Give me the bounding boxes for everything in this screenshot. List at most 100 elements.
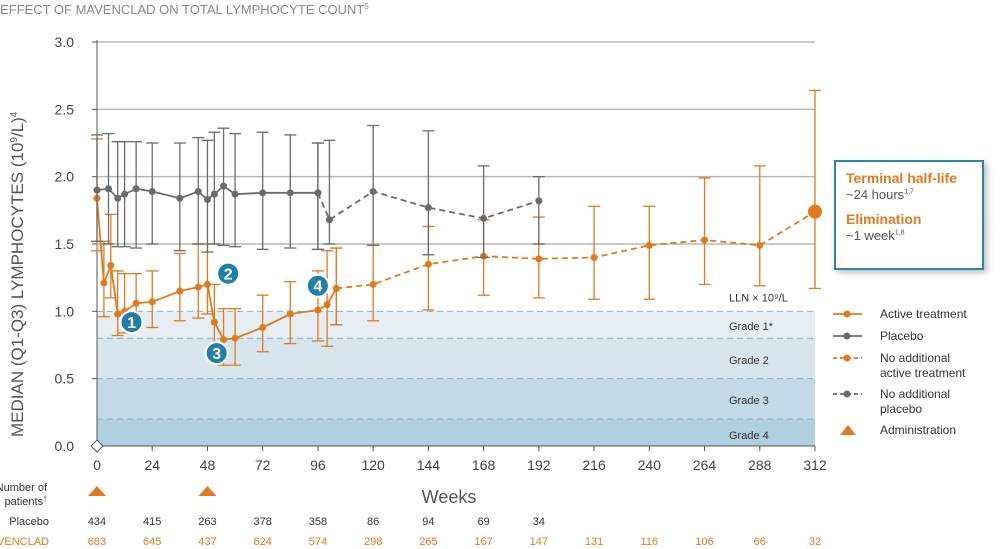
administration-triangle [88,486,106,496]
patients-count: 86 [367,516,379,528]
patients-count: 437 [198,536,216,548]
data-point [132,185,140,193]
data-point [121,190,129,198]
series-placebo [91,127,324,253]
patients-count: 265 [419,536,437,548]
data-point [314,306,322,314]
marker-badge-label: 1 [127,315,136,332]
series-line [336,210,816,290]
marker-badge-4 [305,273,330,298]
patients-count: 358 [309,516,327,528]
patients-count: 624 [254,536,272,548]
data-point [369,280,377,288]
administration-triangle [198,486,217,496]
data-point [114,310,122,318]
x-tick-label: 48 [200,457,216,473]
patients-count: 415 [143,516,161,528]
data-point [424,260,432,268]
y-tick-label: 3.0 [55,34,75,50]
grade-label: Grade 1* [729,321,774,333]
data-point [314,189,322,197]
pharmacokinetics-callout: Terminal half-life ~24 hours1,7 Eliminat… [834,160,984,270]
legend-swatch-dot [843,332,851,340]
legend-label: No additional [880,351,950,365]
x-tick-label: 0 [93,457,101,473]
series-no-additional-active-treatment [330,89,822,326]
x-tick-label: 288 [748,457,772,473]
data-point [210,190,218,198]
y-tick-label: 1.5 [55,236,75,252]
legend-label: Placebo [880,329,924,343]
data-point [132,299,140,307]
data-point [194,187,202,195]
marker-badge-label: 3 [212,346,221,363]
data-point [176,194,184,202]
data-point [93,186,101,194]
marker-badge-label: 4 [313,279,322,296]
y-tick-label: 0.0 [55,438,75,454]
grade-label: Grade 2 [729,355,769,367]
data-point [210,318,218,326]
patients-count: 574 [309,536,327,548]
x-tick-label: 168 [472,457,496,473]
x-tick-label: 24 [144,457,160,473]
grade-label: LLN × 10⁹/L [729,292,788,304]
y-tick-label: 0.5 [55,371,75,387]
y-tick-label: 1.0 [55,303,75,319]
legend-swatch-dot [843,390,851,398]
y-axis-label: MEDIAN (Q1-Q3) LYMPHOCYTES (109/L)4 [8,111,27,437]
data-point [176,287,184,295]
data-point [259,323,267,331]
data-point [220,336,228,344]
data-point [114,194,122,202]
series-no-additional-placebo [311,124,545,259]
patients-count: 116 [641,536,659,548]
patients-header: Number of [0,482,48,494]
patients-count: 32 [809,536,821,548]
data-point [148,298,156,306]
data-point [148,187,156,195]
grade-band-1 [97,311,815,339]
legend-label: Administration [880,423,956,437]
half-life-title: Terminal half-life [846,170,957,186]
legend-swatch-triangle [840,425,856,435]
data-point [231,190,239,198]
grade-band-2 [97,338,815,379]
data-point [332,284,340,292]
x-tick-label: 120 [361,457,385,473]
x-tick-label: 96 [310,457,326,473]
x-tick-label: 240 [638,457,662,473]
chart-title: EFFECT OF MAVENCLAD ON TOTAL LYMPHOCYTE … [0,2,369,17]
data-point [535,255,543,263]
legend-label: No additional [880,387,950,401]
legend-label: placebo [880,402,922,416]
y-axis-label-sup: 9 [9,137,20,143]
x-tick-label: 216 [582,457,606,473]
marker-badge-label: 2 [224,267,233,284]
patients-row-label: MAVENCLAD [0,536,49,548]
patients-count: 263 [198,516,216,528]
data-point [203,280,211,288]
data-point [203,196,211,204]
data-point [325,216,333,224]
patients-count: 69 [477,516,489,528]
patients-count: 683 [88,536,106,548]
patients-count: 645 [143,536,161,548]
data-point [286,189,294,197]
x-tick-label: 264 [693,457,717,473]
patients-row-label: Placebo [9,516,49,528]
legend-label: active treatment [880,366,966,380]
elimination-value: ~1 week1,8 [846,228,905,243]
y-tick-label: 2.5 [55,101,75,117]
data-point [259,189,267,197]
x-axis-label: Weeks [422,487,477,507]
y-tick-label: 2.0 [55,169,75,185]
patients-count: 94 [422,516,434,528]
marker-badge-3 [204,341,229,366]
x-tick-label: 192 [527,457,551,473]
legend-swatch-dot [843,310,851,318]
legend-swatch-dot [843,354,851,362]
grade-band-4 [97,419,815,446]
chart-title-sup: 5 [364,2,369,11]
